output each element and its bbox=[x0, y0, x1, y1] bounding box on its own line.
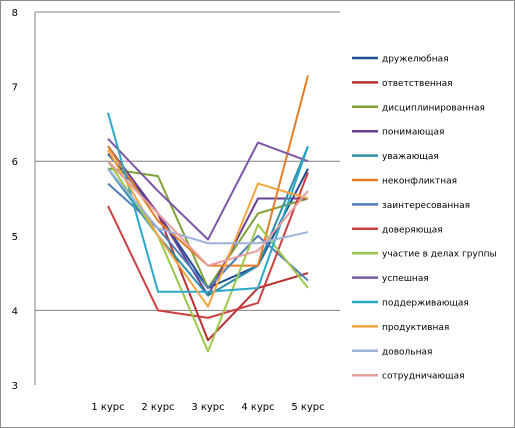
legend-entry-label: уважающая bbox=[382, 152, 439, 162]
y-tick-label: 5 bbox=[12, 232, 18, 243]
series-line-9 bbox=[107, 160, 309, 353]
y-tick-label: 3 bbox=[12, 381, 18, 392]
gridlines bbox=[35, 11, 340, 311]
legend-entry-label: поддерживающая bbox=[382, 299, 469, 309]
legend-entry-label: довольная bbox=[382, 347, 432, 357]
y-tick-label: 6 bbox=[12, 157, 18, 168]
legend-entry-label: доверяющая bbox=[382, 225, 443, 235]
y-tick-label: 4 bbox=[12, 306, 18, 317]
series-line-11 bbox=[107, 112, 309, 293]
legend-entry-label: дисциплинированная bbox=[382, 103, 485, 113]
series-line-13 bbox=[107, 168, 309, 245]
series-line-14 bbox=[107, 160, 309, 267]
x-tick-label: 5 курс bbox=[291, 402, 324, 413]
legend-entry-label: заинтересованная bbox=[382, 201, 470, 211]
y-tick-label: 7 bbox=[12, 83, 18, 94]
legend: дружелюбная ответственная дисциплинированн… bbox=[352, 55, 497, 382]
series-line-8 bbox=[107, 172, 309, 319]
x-tick-label: 2 курс bbox=[141, 402, 174, 413]
legend-entry-label: сотрудничающая bbox=[382, 372, 465, 382]
y-tick-label: 8 bbox=[12, 8, 18, 19]
x-tick-labels: 1 курс 2 курс 3 курс 4 курс 5 курс bbox=[91, 402, 324, 413]
x-tick-label: 3 курс bbox=[191, 402, 224, 413]
legend-entry-label: продуктивная bbox=[382, 323, 449, 333]
legend-entry-label: ответственная bbox=[382, 79, 453, 89]
x-tick-label: 1 курс bbox=[91, 402, 124, 413]
legend-entry-label: успешная bbox=[382, 274, 429, 284]
series-lines bbox=[107, 75, 309, 353]
x-tick-label: 4 курс bbox=[241, 402, 274, 413]
series-line-10 bbox=[107, 138, 309, 241]
legend-entry-label: дружелюбная bbox=[382, 55, 449, 65]
legend-entry-label: участие в делах группы bbox=[382, 250, 497, 260]
y-tick-labels: 3 4 5 6 7 8 bbox=[12, 8, 18, 392]
legend-entry-label: неконфликтная bbox=[382, 177, 457, 187]
series-line-7 bbox=[107, 182, 309, 290]
legend-entry-label: понимающая bbox=[382, 128, 444, 138]
